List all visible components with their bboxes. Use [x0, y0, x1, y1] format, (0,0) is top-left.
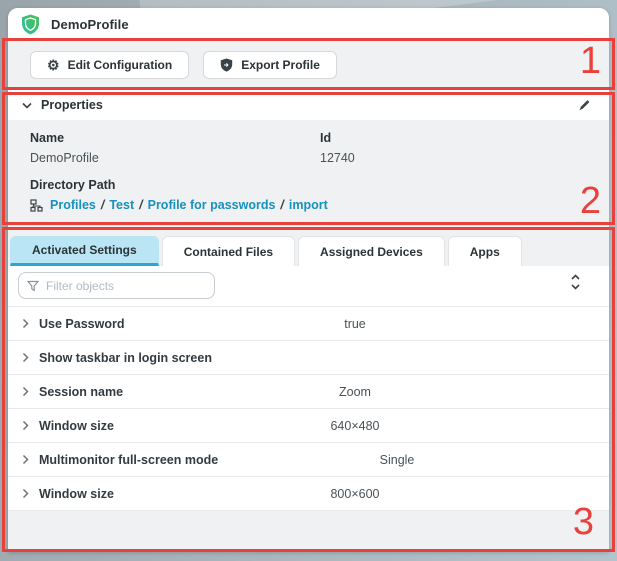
tab-activated-settings[interactable]: Activated Settings [10, 236, 159, 266]
chevron-right-icon [22, 352, 29, 363]
breadcrumb-link[interactable]: import [288, 198, 328, 212]
gear-icon: ⚙ [47, 57, 60, 73]
setting-label: Window size [39, 486, 114, 501]
name-value: DemoProfile [30, 151, 99, 165]
directory-path-field: Directory Path Profiles / Test / Profile… [30, 178, 328, 212]
sort-toggle-icon[interactable] [570, 274, 581, 290]
setting-row[interactable]: Show taskbar in login screen [8, 340, 609, 374]
chevron-down-icon [22, 102, 32, 109]
name-field: Name DemoProfile [30, 131, 99, 165]
properties-title: Properties [41, 98, 103, 112]
setting-row[interactable]: Session name Zoom [8, 374, 609, 408]
breadcrumb: Profiles / Test / Profile for passwords … [30, 198, 328, 212]
directory-path-label: Directory Path [30, 178, 116, 192]
edit-configuration-label: Edit Configuration [67, 58, 173, 72]
settings-list: Use Password true Show taskbar in login … [8, 306, 609, 510]
page-title: DemoProfile [51, 16, 129, 32]
tab-assigned-devices[interactable]: Assigned Devices [298, 236, 445, 266]
tab-bar: Activated Settings Contained Files Assig… [8, 225, 609, 266]
id-label: Id [320, 131, 332, 145]
edit-pencil-icon[interactable] [577, 98, 591, 112]
funnel-icon [27, 280, 39, 292]
chevron-right-icon [22, 318, 29, 329]
list-footer [8, 510, 609, 550]
tab-apps[interactable]: Apps [447, 236, 522, 266]
tab-contained-files[interactable]: Contained Files [161, 236, 296, 266]
breadcrumb-link[interactable]: Test [109, 198, 135, 212]
properties-header[interactable]: Properties [8, 90, 609, 120]
name-label: Name [30, 131, 65, 145]
id-value: 12740 [320, 151, 355, 165]
edit-configuration-button[interactable]: ⚙ Edit Configuration [30, 51, 190, 79]
setting-row[interactable]: Multimonitor full-screen mode Single [8, 442, 609, 476]
breadcrumb-separator: / [139, 198, 143, 212]
panel-header: DemoProfile [8, 8, 609, 40]
breadcrumb-link[interactable]: Profiles [50, 198, 96, 212]
filter-row [8, 266, 609, 306]
setting-value: 800×600 [330, 486, 380, 501]
breadcrumb-separator: / [100, 198, 105, 212]
setting-label: Window size [39, 418, 114, 433]
setting-row[interactable]: Window size 800×600 [8, 476, 609, 510]
chevron-right-icon [22, 386, 29, 397]
chevron-right-icon [22, 420, 29, 431]
profile-shield-icon [21, 14, 40, 35]
hierarchy-icon [30, 198, 43, 212]
setting-value: Single [379, 452, 415, 467]
chevron-right-icon [22, 454, 29, 465]
profile-panel: DemoProfile ⚙ Edit Configuration Export … [8, 8, 609, 552]
setting-row[interactable]: Use Password true [8, 306, 609, 340]
toolbar: ⚙ Edit Configuration Export Profile [8, 40, 609, 90]
properties-body: Name DemoProfile Id 12740 Directory Path… [8, 120, 609, 225]
setting-value: 640×480 [330, 418, 380, 433]
export-profile-button[interactable]: Export Profile [203, 51, 337, 79]
setting-label: Multimonitor full-screen mode [39, 452, 219, 467]
setting-label: Session name [39, 384, 124, 399]
filter-input-wrap [18, 272, 215, 299]
chevron-right-icon [22, 488, 29, 499]
setting-row[interactable]: Window size 640×480 [8, 408, 609, 442]
setting-label: Show taskbar in login screen [39, 350, 212, 365]
breadcrumb-separator: / [280, 198, 284, 212]
id-field: Id 12740 [320, 131, 355, 165]
setting-value: true [344, 316, 366, 331]
setting-value: Zoom [339, 384, 371, 399]
setting-label: Use Password [39, 316, 125, 331]
breadcrumb-link[interactable]: Profile for passwords [147, 198, 276, 212]
export-profile-label: Export Profile [241, 58, 320, 72]
filter-input[interactable] [46, 278, 206, 293]
tabs-section: Activated Settings Contained Files Assig… [8, 225, 609, 550]
activated-settings-panel: Use Password true Show taskbar in login … [8, 266, 609, 550]
export-shield-icon [220, 58, 233, 72]
